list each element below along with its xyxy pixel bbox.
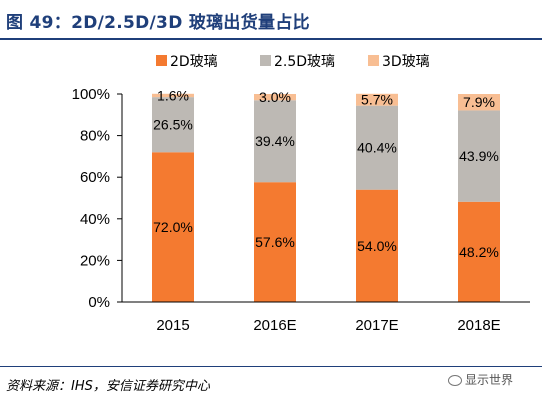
y-tick-label: 60%: [80, 169, 110, 186]
chart-title: 图 49：2D/2.5D/3D 玻璃出货量占比: [6, 13, 310, 33]
bar-segment-3d: [254, 94, 296, 101]
legend: 2D玻璃 2.5D玻璃 3D玻璃: [156, 53, 430, 70]
source-divider: [0, 366, 542, 367]
x-tick-label: 2016E: [253, 317, 296, 334]
data-label-2d: 54.0%: [357, 238, 397, 254]
bar-segment-3d: [152, 93, 194, 98]
data-label-3d: 1.6%: [157, 87, 189, 103]
x-tick-label: 2015: [156, 317, 189, 334]
y-tick-label: 0%: [88, 294, 110, 311]
x-tick-label: 2018E: [457, 317, 500, 334]
wechat-icon: [448, 375, 462, 386]
data-label-2-5d: 39.4%: [255, 133, 295, 149]
y-tick-label: 40%: [80, 211, 110, 228]
data-label-2d: 72.0%: [153, 219, 193, 235]
bar-segment-2-5d: [152, 97, 194, 153]
data-label-2d: 57.6%: [255, 234, 295, 250]
data-label-3d: 7.9%: [463, 94, 495, 110]
data-label-2d: 48.2%: [459, 244, 499, 260]
y-tick-label: 20%: [80, 252, 110, 269]
data-label-3d: 3.0%: [259, 89, 291, 105]
bar-segment-2d: [458, 201, 500, 302]
data-label-2-5d: 26.5%: [153, 117, 193, 133]
x-axis: 2015 2016E 2017E 2018E: [122, 301, 530, 334]
bar-segment-2d: [356, 189, 398, 302]
stacked-bar-chart: 2D玻璃 2.5D玻璃 3D玻璃 0% 20% 40% 60% 80% 100% 72.0% 2…: [72, 53, 530, 334]
legend-2-5d-label: 2.5D玻璃: [274, 53, 335, 70]
bar-segment-2-5d: [254, 100, 296, 183]
x-tick-label: 2017E: [355, 317, 398, 334]
bar-segment-3d: [356, 93, 398, 106]
legend-3d-swatch: [368, 55, 379, 66]
legend-3d-label: 3D玻璃: [382, 53, 430, 70]
watermark: 显示世界: [448, 371, 513, 388]
bar-segment-2-5d: [356, 105, 398, 190]
bar-segment-3d: [458, 94, 500, 111]
bar-segment-2d: [152, 152, 194, 302]
y-tick-label: 100%: [72, 86, 110, 103]
title-bar: 图 49：2D/2.5D/3D 玻璃出货量占比: [0, 0, 542, 40]
legend-2d-swatch: [156, 55, 167, 66]
legend-2-5d-swatch: [260, 55, 271, 66]
bar-segment-2-5d: [458, 110, 500, 202]
y-axis: 0% 20% 40% 60% 80% 100%: [72, 86, 123, 311]
data-label-2-5d: 40.4%: [357, 140, 397, 156]
source-note: 资料来源：IHS，安信证券研究中心: [6, 379, 210, 394]
y-tick-label: 80%: [80, 128, 110, 145]
data-label-3d: 5.7%: [361, 92, 393, 108]
bar-segment-2d: [254, 182, 296, 302]
legend-2d-label: 2D玻璃: [170, 53, 218, 70]
data-label-2-5d: 43.9%: [459, 148, 499, 164]
watermark-text: 显示世界: [465, 373, 514, 387]
bars: 72.0% 26.5% 1.6% 57.6% 39.4% 3.0% 54.0% 40.4% 5.…: [152, 87, 500, 302]
